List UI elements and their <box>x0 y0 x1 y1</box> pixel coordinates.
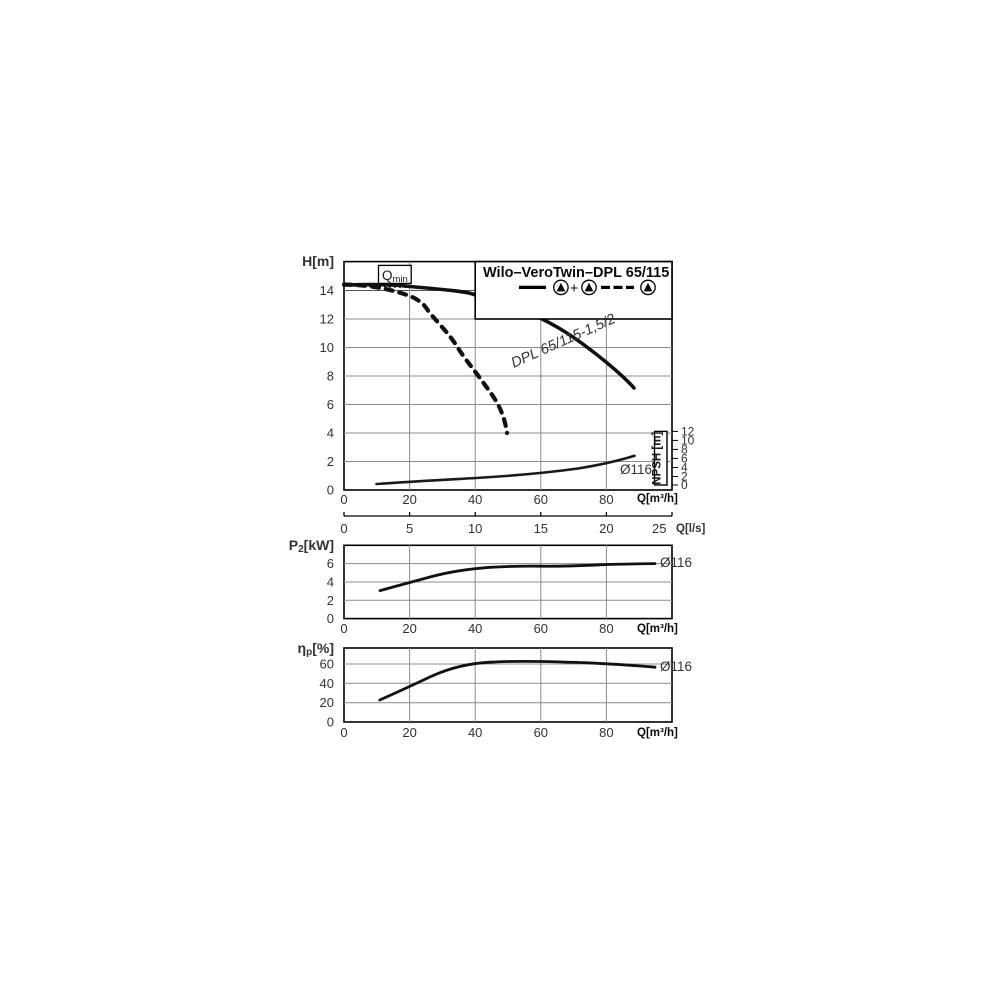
svg-text:ηp[%]: ηp[%] <box>298 640 334 658</box>
svg-text:2: 2 <box>327 454 334 469</box>
svg-text:20: 20 <box>320 695 334 710</box>
svg-text:60: 60 <box>534 621 548 636</box>
svg-text:2: 2 <box>327 593 334 608</box>
svg-text:0: 0 <box>340 725 347 740</box>
svg-text:10: 10 <box>320 340 334 355</box>
svg-text:0: 0 <box>327 611 334 626</box>
svg-text:20: 20 <box>402 725 416 740</box>
svg-text:P2[kW]: P2[kW] <box>289 537 334 555</box>
svg-text:60: 60 <box>320 657 334 672</box>
svg-text:25: 25 <box>652 521 666 536</box>
svg-text:NPSH [m]: NPSH [m] <box>652 432 664 485</box>
svg-text:Q[m³/h]: Q[m³/h] <box>637 727 678 739</box>
svg-text:0: 0 <box>340 621 347 636</box>
svg-text:14: 14 <box>320 283 334 298</box>
svg-text:12: 12 <box>320 312 334 327</box>
svg-text:20: 20 <box>402 621 416 636</box>
svg-text:40: 40 <box>468 621 482 636</box>
svg-text:20: 20 <box>599 521 613 536</box>
svg-text:0: 0 <box>327 715 334 730</box>
svg-text:80: 80 <box>599 492 613 507</box>
svg-text:40: 40 <box>468 725 482 740</box>
svg-text:Ø116: Ø116 <box>620 462 652 477</box>
svg-text:Ø116: Ø116 <box>660 555 692 570</box>
svg-text:80: 80 <box>599 621 613 636</box>
svg-text:0: 0 <box>681 478 688 492</box>
svg-text:0: 0 <box>327 483 334 498</box>
svg-text:H[m]: H[m] <box>302 253 334 269</box>
svg-text:4: 4 <box>327 426 334 441</box>
svg-text:60: 60 <box>534 725 548 740</box>
svg-text:4: 4 <box>327 575 334 590</box>
svg-text:0: 0 <box>340 521 347 536</box>
svg-text:6: 6 <box>327 397 334 412</box>
svg-text:40: 40 <box>468 492 482 507</box>
svg-text:40: 40 <box>320 676 334 691</box>
svg-text:5: 5 <box>406 521 413 536</box>
svg-text:Ø116: Ø116 <box>660 659 692 674</box>
svg-text:0: 0 <box>340 492 347 507</box>
svg-text:60: 60 <box>534 492 548 507</box>
svg-text:20: 20 <box>402 492 416 507</box>
svg-text:Q[l/s]: Q[l/s] <box>676 523 706 535</box>
svg-text:+: + <box>570 279 578 295</box>
svg-text:6: 6 <box>327 556 334 571</box>
svg-text:Q[m³/h]: Q[m³/h] <box>637 623 678 635</box>
svg-text:80: 80 <box>599 725 613 740</box>
svg-text:10: 10 <box>468 521 482 536</box>
svg-text:15: 15 <box>534 521 548 536</box>
svg-text:Q[m³/h]: Q[m³/h] <box>637 493 678 505</box>
svg-text:8: 8 <box>327 369 334 384</box>
